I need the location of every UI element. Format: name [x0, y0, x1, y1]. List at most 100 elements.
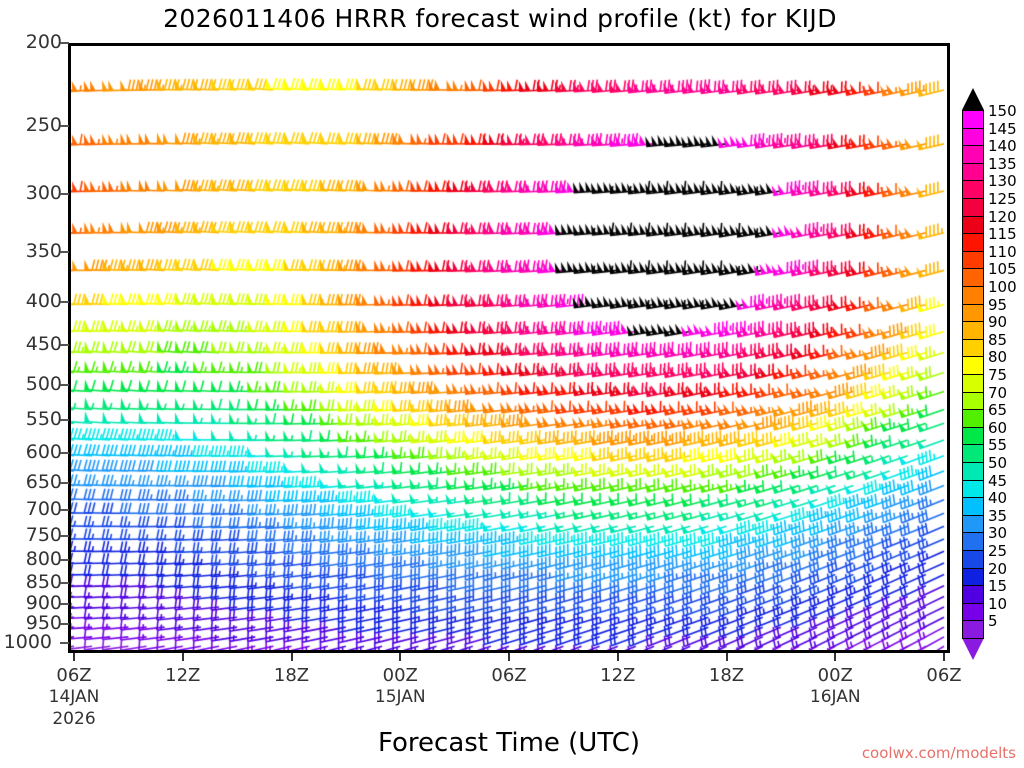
x-axis-tick — [290, 653, 293, 661]
plot-area — [68, 43, 950, 653]
colorbar-tick-label: 40 — [988, 489, 1008, 508]
colorbar-tick-label: 150 — [988, 102, 1017, 120]
y-axis-tick — [60, 481, 69, 484]
colorbar-band — [962, 110, 984, 129]
colorbar-band — [962, 180, 984, 199]
colorbar-tick-label: 65 — [988, 401, 1008, 420]
colorbar-band — [962, 497, 984, 516]
x-axis-tick — [616, 653, 619, 661]
x-axis-title: Forecast Time (UTC) — [377, 728, 640, 758]
x-axis-label-date: 16JAN — [809, 687, 861, 707]
colorbar-tick-label: 30 — [988, 524, 1008, 543]
colorbar-tick-label: 60 — [988, 418, 1008, 437]
x-axis-tick — [73, 653, 75, 661]
x-axis-label-time: 00Z — [817, 665, 853, 686]
colorbar-band — [962, 532, 984, 551]
x-axis-label-time: 06Z — [491, 665, 527, 686]
colorbar-tick-label: 75 — [988, 366, 1008, 384]
colorbar-tick-label: 105 — [988, 260, 1017, 279]
colorbar-band — [962, 391, 984, 411]
colorbar-band — [962, 444, 984, 463]
colorbar-tick-label: 145 — [988, 119, 1017, 138]
x-axis-label-date: 14JAN — [48, 687, 100, 707]
colorbar-band — [962, 462, 984, 481]
x-axis-tick — [943, 653, 945, 661]
y-axis-tick — [60, 642, 69, 645]
colorbar-tick-label: 70 — [988, 383, 1008, 402]
colorbar-tick-label: 45 — [988, 471, 1008, 490]
colorbar-band — [962, 127, 984, 147]
colorbar-tick-label: 35 — [988, 506, 1008, 525]
y-axis-label: 800 — [25, 548, 62, 571]
wind-barb-canvas — [71, 46, 947, 650]
colorbar-band — [962, 585, 984, 604]
colorbar-tick-label: 5 — [988, 612, 998, 631]
colorbar-tick-label: 110 — [988, 242, 1017, 261]
y-axis-tick — [60, 509, 69, 512]
x-axis-label-date: 15JAN — [374, 687, 426, 707]
colorbar-tick-label: 15 — [988, 577, 1008, 596]
colorbar-band — [962, 550, 984, 569]
colorbar-band — [962, 409, 984, 428]
y-axis-tick — [60, 383, 69, 386]
colorbar-band — [962, 250, 984, 270]
y-axis-tick — [60, 559, 69, 562]
colorbar-band — [962, 374, 984, 393]
x-axis-tick — [725, 653, 728, 661]
y-axis-tick — [60, 451, 69, 454]
colorbar-tick-label: 115 — [988, 225, 1017, 244]
colorbar-tick-label: 90 — [988, 313, 1008, 332]
colorbar-tick-label: 140 — [988, 137, 1017, 156]
colorbar-tick-label: 125 — [988, 190, 1017, 208]
x-axis-label-time: 12Z — [165, 665, 201, 686]
colorbar-tick-label: 100 — [988, 278, 1017, 296]
y-axis-tick — [60, 581, 69, 584]
colorbar-tick-label: 80 — [988, 348, 1008, 367]
y-axis-label: 1000 — [3, 631, 52, 654]
colorbar-band — [962, 479, 984, 499]
x-axis-tick — [834, 653, 837, 661]
y-axis-tick — [60, 125, 69, 128]
colorbar-band — [962, 321, 984, 340]
colorbar-band — [962, 338, 984, 358]
colorbar-band — [962, 215, 984, 235]
watermark: coolwx.com/modelts — [861, 744, 1016, 762]
x-axis-tick — [508, 653, 510, 661]
colorbar-over-arrow-icon — [962, 88, 984, 110]
y-axis-label: 900 — [25, 591, 62, 614]
colorbar-band — [962, 268, 984, 287]
y-axis-tick — [60, 300, 69, 303]
colorbar-band — [962, 145, 984, 164]
colorbar-band — [962, 426, 984, 446]
colorbar-tick-label: 85 — [988, 330, 1008, 349]
colorbar-tick-label: 130 — [988, 172, 1017, 191]
y-axis-label: 600 — [25, 440, 62, 463]
y-axis-tick — [60, 534, 69, 537]
y-axis-label: 250 — [25, 114, 62, 137]
y-axis-tick — [60, 602, 69, 605]
x-axis-label-time: 00Z — [382, 665, 418, 686]
y-axis-label: 850 — [25, 570, 62, 593]
x-axis-label-year: 2026 — [52, 709, 96, 729]
x-axis-label-time: 06Z — [56, 665, 92, 686]
y-axis-label: 700 — [25, 498, 62, 521]
x-axis-tick — [181, 653, 184, 661]
y-axis-label: 450 — [25, 333, 62, 356]
colorbar-under-arrow-icon — [962, 638, 984, 660]
colorbar-band — [962, 198, 984, 217]
colorbar-tick-label: 20 — [988, 559, 1008, 578]
colorbar-band — [962, 286, 984, 305]
y-axis-label: 750 — [25, 523, 62, 546]
x-axis-label-time: 18Z — [708, 665, 745, 686]
y-axis-tick — [60, 419, 69, 422]
colorbar-tick-label: 25 — [988, 542, 1008, 560]
y-axis-label: 200 — [25, 31, 62, 53]
colorbar-tick-label: 120 — [988, 207, 1017, 226]
y-axis-label: 350 — [25, 239, 62, 262]
page-title: 2026011406 HRRR forecast wind profile (k… — [163, 4, 837, 33]
colorbar-band — [962, 303, 984, 323]
colorbar: 150 145 140 135 130 125 120 115 110 105 100 95 90 85 8… — [962, 88, 1024, 660]
x-axis-tick — [399, 653, 402, 661]
colorbar-band — [962, 620, 984, 639]
